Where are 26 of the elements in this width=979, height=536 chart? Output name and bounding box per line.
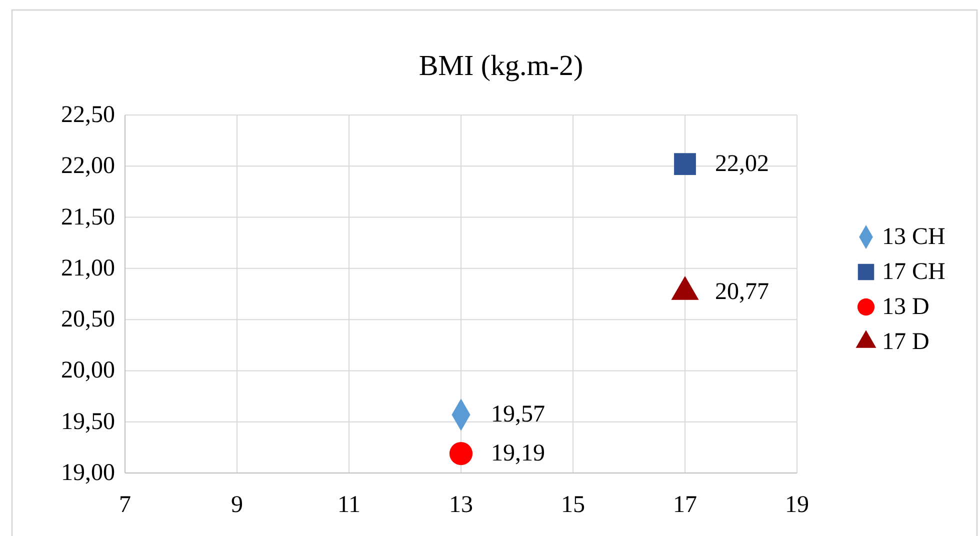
x-tick-label: 9 (231, 492, 243, 518)
y-tick-label: 20,50 (61, 306, 115, 333)
data-label: 20,77 (715, 278, 769, 305)
x-tick-label: 13 (449, 492, 473, 518)
y-tick-label: 21,50 (61, 204, 115, 230)
y-tick-label: 21,00 (61, 255, 115, 282)
x-tick-label: 7 (119, 492, 131, 518)
legend-label: 13 CH (882, 224, 946, 250)
point (449, 442, 473, 466)
legend-label: 13 D (882, 294, 930, 320)
legend-label: 17 CH (882, 259, 946, 285)
y-tick-label: 20,00 (61, 358, 115, 384)
x-tick-label: 11 (337, 492, 361, 518)
y-tick-label: 22,00 (61, 153, 115, 180)
x-tick-label: 19 (785, 492, 809, 518)
y-tick-label: 22,50 (61, 102, 115, 128)
data-label: 22,02 (715, 151, 769, 178)
chart-title: BMI (kg.m-2) (418, 50, 584, 82)
data-label: 19,57 (491, 402, 545, 428)
data-label: 19,19 (491, 440, 545, 467)
y-tick-label: 19,00 (61, 460, 115, 486)
x-tick-label: 17 (673, 492, 697, 518)
x-tick-label: 15 (561, 492, 585, 518)
point (674, 153, 696, 176)
y-tick-label: 19,50 (61, 408, 115, 435)
legend-label: 17 D (882, 329, 930, 355)
